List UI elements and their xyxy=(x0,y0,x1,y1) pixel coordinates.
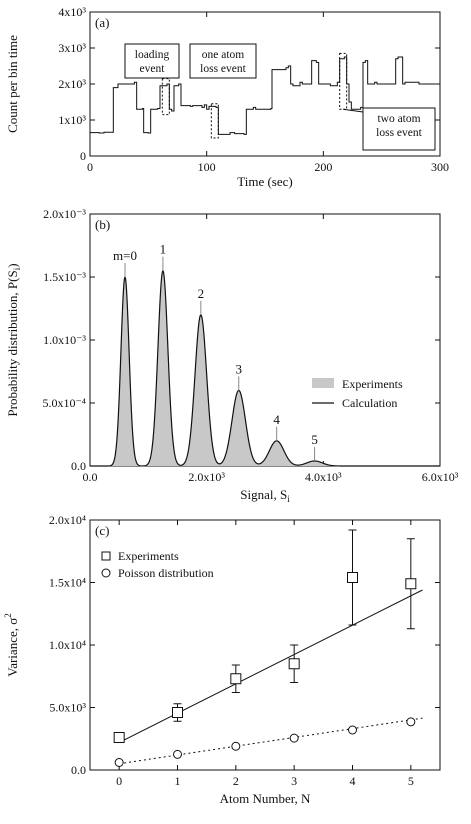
peak-label: 5 xyxy=(311,432,318,447)
x-axis-label: Time (sec) xyxy=(237,174,293,189)
x-tick-label: 2.0x10³ xyxy=(188,470,225,484)
legend-swatch-poisson xyxy=(101,568,111,578)
experiments-point xyxy=(172,707,183,718)
panel-c: 0 1 2 3 4 5 0.0 5.0x10³ 1.0x10⁴ 1.5x10⁴ 2.0x10⁴ (c)… xyxy=(3,513,441,806)
annotation-text: loss event xyxy=(376,127,422,139)
experiments-point xyxy=(347,572,358,583)
x-tick-label: 100 xyxy=(198,160,216,174)
y-tick-label: 1.0x10⁴ xyxy=(49,638,86,652)
x-tick-label: 5 xyxy=(408,774,414,788)
peak-label: 4 xyxy=(273,412,280,427)
y-tick-label: 0 xyxy=(80,149,86,163)
x-axis-label: Atom Number, N xyxy=(220,791,311,806)
y-tick-label: 5.0x10⁻⁴ xyxy=(42,396,86,410)
annotation-text: event xyxy=(140,63,166,75)
legend-label: Poisson distribution xyxy=(118,566,214,580)
event-marker xyxy=(161,78,170,116)
x-tick-label: 1 xyxy=(175,774,181,788)
calculation-line xyxy=(90,269,440,467)
y-axis-label: Probability distribution, P(Si) xyxy=(5,263,22,416)
y-tick-label: 1x10³ xyxy=(58,113,86,127)
peak-label: 1 xyxy=(160,242,167,257)
poisson-point xyxy=(114,758,124,767)
annotation-text: loading xyxy=(135,49,170,61)
x-tick-label: 300 xyxy=(431,160,449,174)
x-tick-label: 4 xyxy=(350,774,356,788)
y-tick-label: 0.0 xyxy=(71,459,86,473)
experiments-point xyxy=(405,578,417,590)
peak-label: 2 xyxy=(198,286,205,301)
y-tick-label: 1.5x10⁻³ xyxy=(43,270,86,284)
series-line xyxy=(90,56,441,135)
x-tick-label: 4.0x10³ xyxy=(305,470,342,484)
poisson-point xyxy=(289,733,299,743)
x-tick-label: 6.0x10³ xyxy=(422,470,459,484)
panel-b: 0.0 2.0x10³ 4.0x10³ 6.0x10³ 0.0 5.0x10⁻⁴ 1.0x1… xyxy=(5,207,459,504)
poisson-point xyxy=(406,717,416,727)
panel-label: (b) xyxy=(95,217,110,232)
legend-swatch-experiments xyxy=(312,378,334,388)
x-tick-label: 2 xyxy=(233,774,239,788)
x-axis-label: Signal, Si xyxy=(240,487,290,504)
y-tick-label: 5.0x10³ xyxy=(49,701,86,715)
annotation-text: loss event xyxy=(200,63,246,75)
legend-label: Calculation xyxy=(342,396,397,410)
experiments-point xyxy=(288,658,300,670)
annotation-text: two atom xyxy=(377,113,420,125)
peak-label: 3 xyxy=(236,361,243,376)
annotation-arrow xyxy=(343,108,364,113)
plot-frame xyxy=(89,213,441,467)
legend-swatch-experiments xyxy=(101,551,111,561)
poisson-fit-line xyxy=(119,717,423,765)
experiments-fit-line xyxy=(118,589,423,743)
experiments-area xyxy=(90,270,440,466)
y-tick-label: 2.0x10⁻³ xyxy=(43,207,86,221)
y-tick-label: 4x10³ xyxy=(58,5,86,19)
x-tick-label: 0 xyxy=(87,160,93,174)
panel-label: (a) xyxy=(95,15,109,30)
peak-label: m=0 xyxy=(113,248,137,263)
poisson-point xyxy=(348,725,357,735)
x-tick-label: 3 xyxy=(291,774,297,788)
event-marker xyxy=(339,52,348,110)
panel-label: (c) xyxy=(95,523,109,538)
poisson-point xyxy=(231,741,241,751)
annotation-box xyxy=(189,43,257,79)
y-tick-label: 2x10³ xyxy=(58,77,86,91)
experiments-point xyxy=(230,673,242,685)
event-marker xyxy=(210,103,219,139)
x-tick-label: 0 xyxy=(116,774,122,788)
y-tick-label: 1.5x10⁴ xyxy=(49,576,86,590)
poisson-point xyxy=(173,749,182,759)
annotation-box xyxy=(124,43,180,79)
panel-a: 0 100 200 300 0 1x10³ 2x10³ 3x10³ 4x10³ (a) loadin… xyxy=(5,5,449,189)
y-tick-label: 2.0x10⁴ xyxy=(49,513,86,527)
legend-label: Experiments xyxy=(118,549,179,563)
y-tick-label: 1.0x10⁻³ xyxy=(43,333,86,347)
x-tick-label: 200 xyxy=(314,160,332,174)
x-tick-label: 0.0 xyxy=(83,470,98,484)
experiments-point xyxy=(113,732,125,743)
y-tick-label: 0.0 xyxy=(71,763,86,777)
annotation-text: one atom xyxy=(202,49,245,61)
annotation-box xyxy=(362,107,436,151)
legend-label: Experiments xyxy=(342,377,403,391)
y-axis-label: Count per bin time xyxy=(5,35,20,133)
y-axis-label: Variance, σ2 xyxy=(3,613,20,676)
y-tick-label: 3x10³ xyxy=(58,41,86,55)
